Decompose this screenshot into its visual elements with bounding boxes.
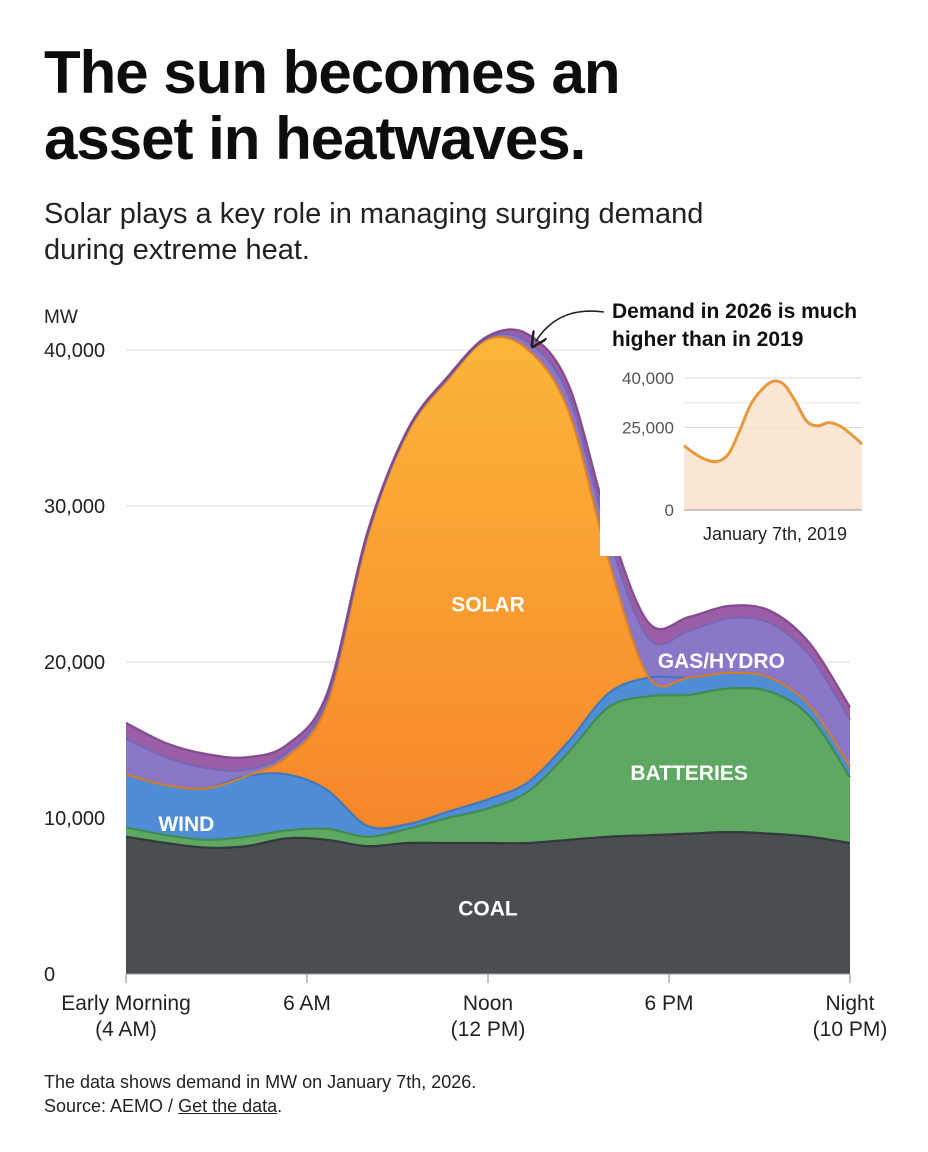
area-labels: SOLAR GAS/HYDRO BATTERIES WIND COAL <box>158 593 785 920</box>
area-boundary-line <box>125 332 851 772</box>
x-tick-label-sub: (10 PM) <box>813 1018 888 1041</box>
y-tick-label: 0 <box>44 964 55 986</box>
y-tick-label: 20,000 <box>44 652 105 674</box>
area-wind <box>126 672 850 840</box>
area-label-wind: WIND <box>158 813 214 836</box>
inset-y-tick-label: 25,000 <box>622 419 674 438</box>
x-tick-label-sub: (4 AM) <box>95 1018 157 1041</box>
area-boundary-line <box>125 830 851 849</box>
inset-chart: 0 25,000 40,000 January 7th, 2019 <box>600 294 912 556</box>
area-label-gas-hydro: GAS/HYDRO <box>658 650 785 673</box>
inset-title-line-1: Demand in 2026 is much <box>612 300 858 323</box>
y-axis-title: MW <box>44 307 78 328</box>
y-tick-label: 40,000 <box>44 340 105 362</box>
x-tick-label-sub: (12 PM) <box>451 1018 526 1041</box>
subtitle-line-1: Solar plays a key role in managing surgi… <box>44 198 704 230</box>
inset-area <box>684 381 862 510</box>
footer-description: The data shows demand in MW on January 7… <box>44 1072 477 1092</box>
inset-title: Demand in 2026 is much higher than in 20… <box>612 298 912 354</box>
x-tick-label: Noon <box>463 992 513 1015</box>
inset-title-line-2: higher than in 2019 <box>612 328 804 351</box>
area-batteries <box>126 688 850 848</box>
x-tick-label: Night <box>825 992 874 1015</box>
axes: 0 10,000 20,000 30,000 40,000 MW Early Morning… <box>44 307 887 1041</box>
area-label-coal: COAL <box>458 897 518 920</box>
area-boundary-line <box>125 328 851 759</box>
x-tick-label: 6 AM <box>283 992 331 1015</box>
subtitle-line-2: during extreme heat. <box>44 234 310 266</box>
area-coal <box>126 832 850 974</box>
area-boundary-line <box>125 335 851 790</box>
inset-y-tick-label: 0 <box>665 501 674 520</box>
area-solar <box>126 336 850 829</box>
inset-x-label: January 7th, 2019 <box>703 524 847 544</box>
inset-y-tick-label: 40,000 <box>622 369 674 388</box>
title-line-1: The sun becomes an <box>44 39 621 106</box>
area-gas-hydro <box>126 333 850 789</box>
source-suffix: . <box>277 1096 283 1116</box>
area-label-solar: SOLAR <box>451 593 525 616</box>
x-tick-label: Early Morning <box>61 992 191 1015</box>
chart-title: The sun becomes an asset in heatwaves. <box>44 40 904 172</box>
source-text: Source: AEMO / <box>44 1096 179 1116</box>
footer-source: Source: AEMO / Get the data. <box>44 1094 476 1118</box>
title-line-2: asset in heatwaves. <box>44 105 586 172</box>
annotation-arrow <box>536 310 605 341</box>
inset-demand-line <box>683 379 863 464</box>
get-data-link[interactable]: Get the data <box>178 1096 278 1116</box>
area-label-batteries: BATTERIES <box>630 762 747 785</box>
area-boundary-line <box>125 686 851 841</box>
x-tick-label: 6 PM <box>644 992 693 1015</box>
footer-note: The data shows demand in MW on January 7… <box>44 1070 476 1118</box>
area-layer <box>125 328 851 974</box>
y-tick-label: 10,000 <box>44 808 105 830</box>
y-tick-label: 30,000 <box>44 496 105 518</box>
chart-subtitle: Solar plays a key role in managing surgi… <box>44 196 904 268</box>
